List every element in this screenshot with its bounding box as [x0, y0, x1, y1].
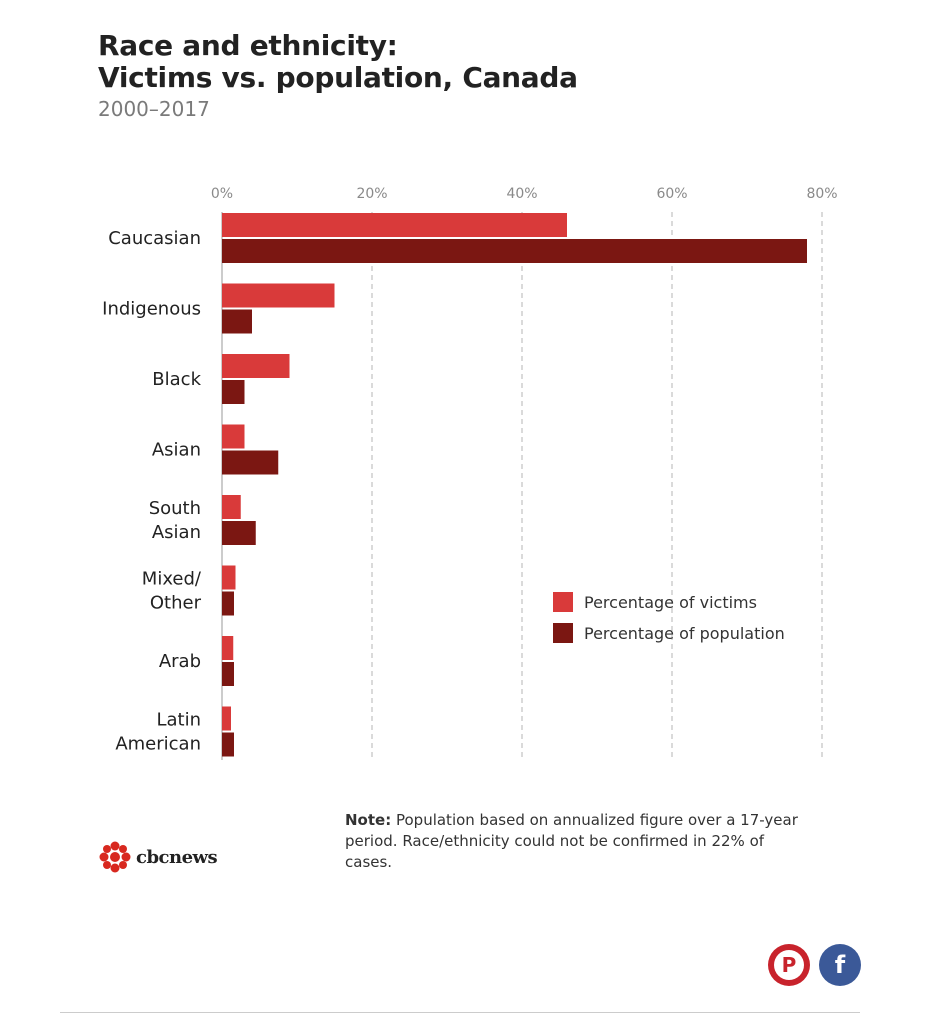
footer-divider — [60, 1012, 860, 1013]
chart-subtitle: 2000–2017 — [98, 97, 210, 121]
victims-bar — [222, 706, 231, 731]
victims-bar — [222, 213, 567, 237]
chart-note: Note: Population based on annualized fig… — [345, 810, 815, 873]
victims-bar — [222, 354, 290, 378]
chart-title-line-2: Victims vs. population, Canada — [98, 61, 578, 94]
note-text: Population based on annualized figure ov… — [345, 811, 798, 871]
population-bar — [222, 591, 234, 616]
pinterest-glyph: P — [781, 953, 797, 977]
category-label: Other — [150, 593, 202, 614]
x-tick-label: 20% — [356, 186, 387, 202]
victims-bar — [222, 424, 245, 449]
population-bar — [222, 732, 234, 757]
x-tick-label: 80% — [806, 186, 837, 202]
population-bar — [222, 521, 256, 545]
brand-wordmark: cbcnews — [136, 846, 218, 868]
x-tick-label: 0% — [211, 186, 233, 202]
note-label: Note: — [345, 811, 392, 829]
category-label: American — [115, 734, 201, 755]
category-label: Black — [152, 369, 201, 390]
victims-bar — [222, 565, 236, 590]
legend-swatch — [553, 623, 573, 643]
legend-swatch — [553, 592, 573, 612]
cbc-news-logo: cbcnews — [98, 840, 218, 874]
category-label: Caucasian — [108, 228, 201, 249]
victims-bar — [222, 283, 335, 308]
pinterest-share-button[interactable]: P — [768, 944, 810, 986]
x-tick-label: 60% — [656, 186, 687, 202]
facebook-share-button[interactable]: f — [819, 944, 861, 986]
population-bar — [222, 239, 807, 263]
category-label: Mixed/ — [142, 569, 202, 590]
legend-label: Percentage of population — [584, 624, 785, 643]
category-label: Asian — [152, 440, 201, 461]
chart-title: Race and ethnicity: Victims vs. populati… — [98, 30, 578, 94]
bar-chart: 0% 20% 40% 60% 80% Caucasian Indigenous Black As… — [102, 186, 838, 760]
chart-title-line-1: Race and ethnicity: — [98, 29, 398, 62]
pinterest-icon: P — [774, 950, 804, 980]
category-label: Latin — [156, 710, 201, 731]
victims-bar — [222, 636, 234, 660]
population-bar — [222, 662, 234, 686]
category-label: Arab — [159, 651, 201, 672]
x-tick-label: 40% — [506, 186, 537, 202]
category-label: South — [149, 498, 201, 519]
category-label: Indigenous — [102, 299, 201, 320]
population-bar — [222, 380, 245, 404]
legend-label: Percentage of victims — [584, 593, 757, 612]
population-bar — [222, 309, 252, 334]
facebook-icon: f — [834, 951, 846, 979]
population-bar — [222, 450, 279, 475]
victims-bar — [222, 495, 241, 519]
cbc-gem-icon — [99, 841, 131, 873]
category-label: Asian — [152, 522, 201, 543]
